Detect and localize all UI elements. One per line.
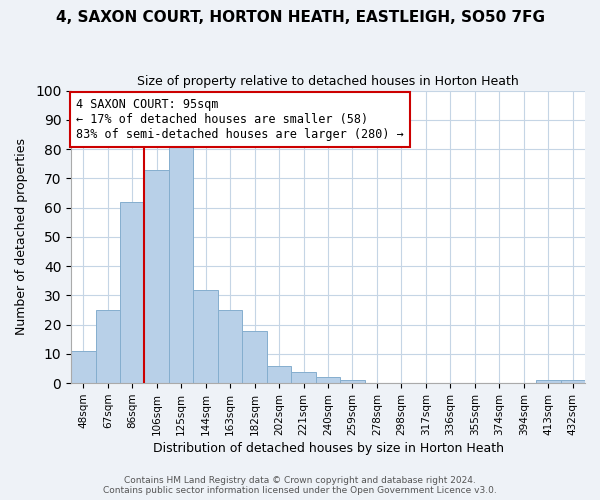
Bar — [560, 380, 585, 383]
Bar — [267, 366, 292, 383]
X-axis label: Distribution of detached houses by size in Horton Heath: Distribution of detached houses by size … — [152, 442, 503, 455]
Bar — [145, 170, 169, 383]
Bar — [95, 310, 120, 383]
Text: 4 SAXON COURT: 95sqm
← 17% of detached houses are smaller (58)
83% of semi-detac: 4 SAXON COURT: 95sqm ← 17% of detached h… — [76, 98, 404, 141]
Y-axis label: Number of detached properties: Number of detached properties — [15, 138, 28, 336]
Bar — [169, 146, 193, 383]
Bar — [242, 330, 267, 383]
Bar — [316, 378, 340, 383]
Bar — [340, 380, 365, 383]
Bar — [292, 372, 316, 383]
Title: Size of property relative to detached houses in Horton Heath: Size of property relative to detached ho… — [137, 75, 519, 88]
Bar — [120, 202, 145, 383]
Bar — [536, 380, 560, 383]
Bar — [193, 290, 218, 383]
Bar — [218, 310, 242, 383]
Text: 4, SAXON COURT, HORTON HEATH, EASTLEIGH, SO50 7FG: 4, SAXON COURT, HORTON HEATH, EASTLEIGH,… — [56, 10, 545, 25]
Text: Contains HM Land Registry data © Crown copyright and database right 2024.
Contai: Contains HM Land Registry data © Crown c… — [103, 476, 497, 495]
Bar — [71, 351, 95, 383]
